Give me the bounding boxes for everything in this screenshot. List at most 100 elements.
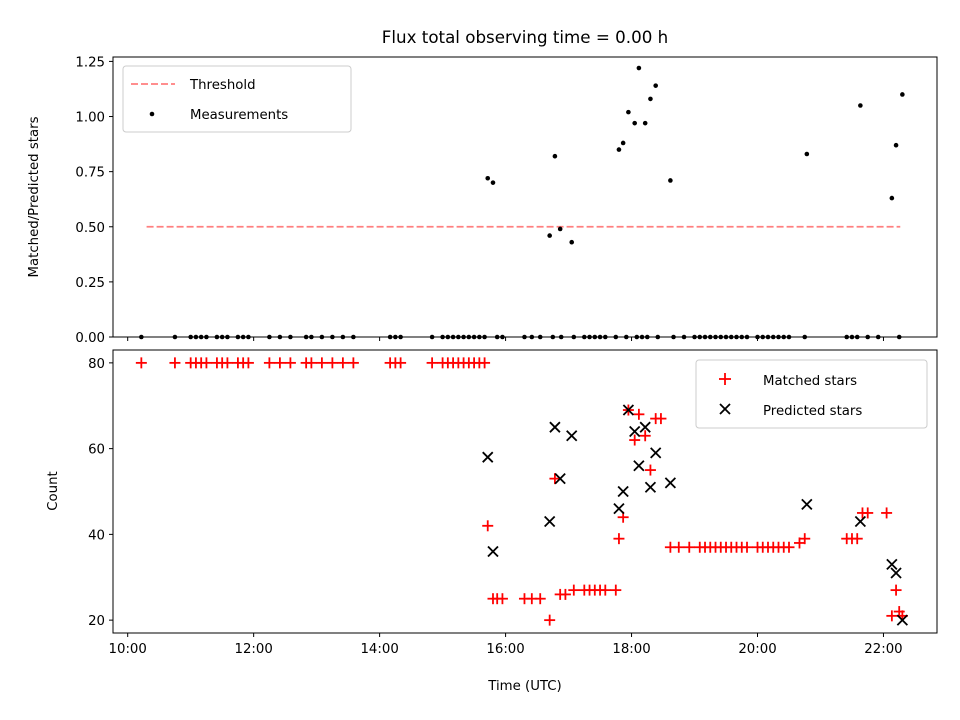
count-y-ticks: 20 40 60 80: [88, 357, 113, 629]
measurement-point: [804, 151, 810, 157]
predicted-star-marker: [566, 430, 578, 442]
count-y-tick-label: 60: [88, 443, 105, 458]
matched-star-marker: [135, 357, 147, 369]
count-x-tick-label: 10:00: [109, 642, 147, 657]
matched-star-marker: [799, 533, 811, 545]
ratio-y-axis-label: Matched/Predicted stars: [27, 116, 42, 277]
predicted-star-marker: [544, 515, 556, 528]
measurement-point: [552, 153, 558, 159]
measurement-point: [547, 233, 552, 238]
count-x-tick-label: 18:00: [612, 642, 650, 657]
predicted-star-marker: [854, 515, 867, 528]
measurement-point: [485, 175, 491, 181]
matched-star-marker: [683, 541, 695, 553]
measurement-point: [893, 142, 899, 148]
matched-star-marker: [644, 464, 656, 476]
measurement-point: [900, 92, 905, 97]
count-x-tick-label: 12:00: [234, 642, 272, 657]
legend-label-predicted: Predicted stars: [763, 404, 862, 419]
matched-star-marker: [629, 434, 641, 446]
matched-star-marker: [274, 357, 286, 369]
matched-star-marker: [568, 584, 580, 596]
measurement-point: [626, 109, 631, 115]
matched-star-marker: [633, 408, 645, 420]
matched-star-marker: [655, 413, 667, 425]
matched-star-marker: [305, 357, 317, 369]
matched-star-marker: [242, 357, 254, 369]
ratio-y-tick-label: 0.75: [75, 166, 105, 181]
count-y-tick-label: 40: [88, 528, 105, 543]
predicted-star-marker: [633, 460, 645, 472]
matched-star-marker: [890, 584, 902, 596]
matched-star-marker: [783, 541, 795, 553]
legend-label-measurements: Measurements: [190, 108, 288, 123]
matched-star-marker: [479, 357, 491, 369]
matched-star-marker: [741, 541, 753, 553]
matched-legend-marker: [719, 373, 731, 385]
measurement-point: [642, 120, 648, 126]
count-legend: Matched stars Predicted stars: [695, 359, 928, 429]
ratio-panel: 0.00 0.25 0.50 0.75 1.00 1.25 Matched/Predict…: [27, 55, 938, 346]
predicted-star-marker: [487, 545, 499, 558]
matched-star-marker: [613, 533, 625, 545]
ratio-y-tick-label: 0.50: [75, 221, 105, 236]
legend-label-threshold: Threshold: [189, 78, 256, 93]
ratio-y-tick-label: 1.00: [75, 111, 105, 126]
measurement-point: [636, 65, 642, 71]
count-x-tick-label: 14:00: [360, 642, 398, 657]
measurement-point: [648, 96, 653, 102]
matched-star-marker: [862, 507, 874, 519]
count-legend-box: [695, 359, 928, 429]
predicted-star-marker: [886, 558, 898, 571]
predicted-star-marker: [644, 481, 657, 493]
ratio-y-tick-label: 1.25: [75, 55, 105, 70]
count-x-tick-label: 22:00: [864, 642, 902, 657]
predicted-star-marker: [629, 425, 641, 438]
ratio-axes-frame: [112, 56, 938, 338]
measurement-point: [653, 83, 658, 88]
count-x-tick-label: 16:00: [486, 642, 524, 657]
matched-star-marker: [851, 533, 863, 545]
ratio-x-ticks: [127, 337, 884, 341]
predicted-star-marker: [554, 472, 566, 485]
count-y-tick-label: 80: [88, 357, 105, 372]
matched-star-marker: [326, 357, 338, 369]
matched-star-marker: [426, 357, 438, 369]
measurement-point: [490, 180, 496, 185]
matched-star-marker: [221, 357, 233, 369]
legend-label-matched: Matched stars: [763, 374, 857, 389]
matched-star-marker: [263, 357, 275, 369]
measurement-point: [569, 239, 575, 245]
matched-star-marker: [610, 584, 622, 596]
ratio-y-ticks: 0.00 0.25 0.50 0.75 1.00 1.25: [75, 55, 113, 346]
measurement-point: [889, 195, 895, 201]
matched-star-marker: [316, 357, 328, 369]
count-panel: 10:00 12:00 14:00 16:00 18:00 20:00 22:00 20 40…: [46, 349, 938, 694]
count-y-tick-label: 20: [88, 614, 105, 629]
predicted-star-marker: [622, 404, 635, 416]
matched-star-marker: [496, 593, 508, 605]
predicted-star-marker: [639, 421, 651, 433]
matched-star-marker: [169, 357, 181, 369]
count-y-axis-label: Count: [46, 471, 61, 511]
measurement-point: [620, 140, 626, 146]
matched-star-marker: [347, 357, 359, 369]
measurement-point: [557, 226, 563, 232]
ratio-legend: Threshold Measurements: [122, 65, 352, 133]
matched-star-marker: [395, 357, 407, 369]
ratio-legend-box: [122, 65, 352, 133]
matched-star-marker: [337, 357, 349, 369]
predicted-legend-marker: [719, 403, 731, 415]
matched-star-marker: [284, 357, 296, 369]
count-axes-frame: [112, 349, 938, 634]
count-plot-area: [135, 357, 908, 626]
matched-star-marker: [549, 473, 561, 485]
figure-title: Flux total observing time = 0.00 h: [382, 27, 668, 47]
measurements-legend-dot: [149, 111, 155, 117]
matched-star-marker: [673, 541, 685, 553]
matched-star-marker: [544, 614, 556, 626]
predicted-star-marker: [896, 614, 908, 626]
matched-star-marker: [886, 610, 898, 622]
matched-star-marker: [639, 430, 651, 442]
